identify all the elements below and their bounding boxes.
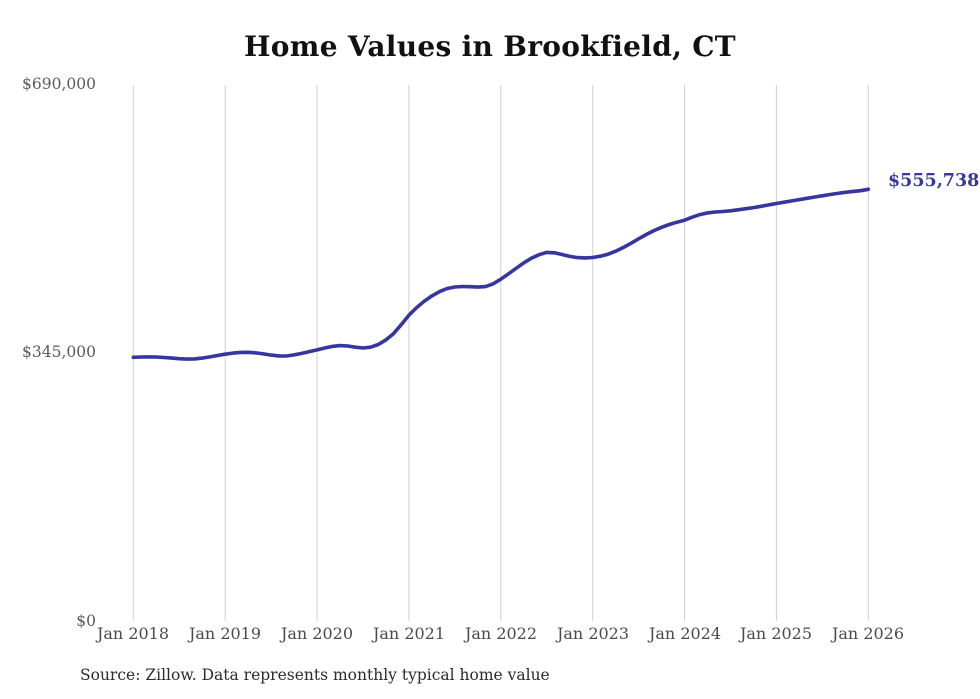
x-axis-tick-jan-2022: Jan 2022 [464, 624, 538, 643]
x-axis-tick-jan-2024: Jan 2024 [648, 624, 722, 643]
line-end-value-label: $555,738 [888, 171, 980, 191]
x-axis-tick-jan-2019: Jan 2019 [188, 624, 262, 643]
x-axis-tick-jan-2026: Jan 2026 [831, 624, 905, 643]
x-axis-tick-jan-2021: Jan 2021 [372, 624, 446, 643]
x-axis-tick-jan-2025: Jan 2025 [739, 624, 813, 643]
y-axis-tick-690000: $690,000 [22, 75, 96, 93]
source-note: Source: Zillow. Data represents monthly … [80, 666, 550, 684]
chart-title: Home Values in Brookfield, CT [244, 30, 736, 63]
x-axis-tick-jan-2020: Jan 2020 [280, 624, 354, 643]
x-axis-tick-jan-2018: Jan 2018 [96, 624, 170, 643]
x-axis: Jan 2018 Jan 2019 Jan 2020 Jan 2021 Jan … [0, 624, 980, 648]
home-value-line [131, 187, 871, 361]
y-axis-tick-0: $0 [76, 612, 96, 630]
y-axis-tick-345000: $345,000 [22, 343, 96, 361]
x-axis-tick-jan-2023: Jan 2023 [556, 624, 630, 643]
